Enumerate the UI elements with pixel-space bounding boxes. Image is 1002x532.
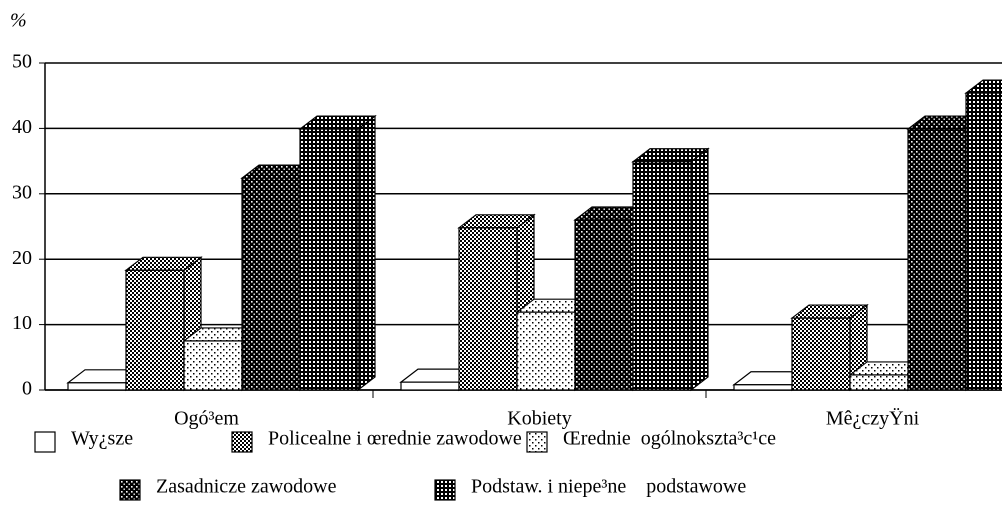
bar	[125, 269, 185, 391]
bar	[400, 381, 460, 391]
bar	[516, 311, 576, 391]
legend-label: Wy¿sze	[71, 428, 133, 450]
bar	[299, 128, 359, 391]
x-tick-label: Ogó³em	[174, 408, 239, 430]
y-tick-label: 40	[12, 116, 32, 138]
legend-swatch	[434, 479, 456, 501]
legend-label: Zasadnicze zawodowe	[156, 476, 337, 498]
legend-swatch	[526, 431, 548, 453]
x-tick-label: Mê¿czyŸni	[826, 407, 920, 430]
bar	[907, 128, 967, 391]
bar	[183, 340, 243, 391]
bar	[67, 382, 127, 391]
bar	[733, 384, 793, 391]
legend-swatch	[231, 431, 253, 453]
x-tick-label: Kobiety	[507, 408, 571, 430]
legend-label: Podstaw. i niepe³ne podstawowe	[471, 476, 746, 498]
bar-side	[357, 114, 376, 392]
bar-side	[690, 147, 709, 392]
bar	[574, 219, 634, 391]
y-axis-label: %	[10, 10, 27, 32]
legend-label: Policealne i œrednie zawodowe	[268, 428, 522, 450]
bar	[849, 374, 909, 391]
bar	[965, 92, 1002, 391]
bar	[458, 227, 518, 391]
bar	[241, 177, 301, 391]
y-tick-label: 20	[12, 247, 32, 269]
bar	[632, 161, 692, 391]
legend-label: Œrednie ogólnokszta³c¹ce	[563, 428, 776, 450]
y-tick-label: 10	[12, 312, 32, 334]
bar-top	[964, 79, 1002, 94]
legend-swatch	[119, 479, 141, 501]
y-tick-label: 50	[12, 51, 32, 73]
legend-swatch	[34, 431, 56, 453]
bar	[791, 317, 851, 391]
y-tick-label: 30	[12, 181, 32, 203]
y-tick-label: 0	[22, 378, 32, 400]
